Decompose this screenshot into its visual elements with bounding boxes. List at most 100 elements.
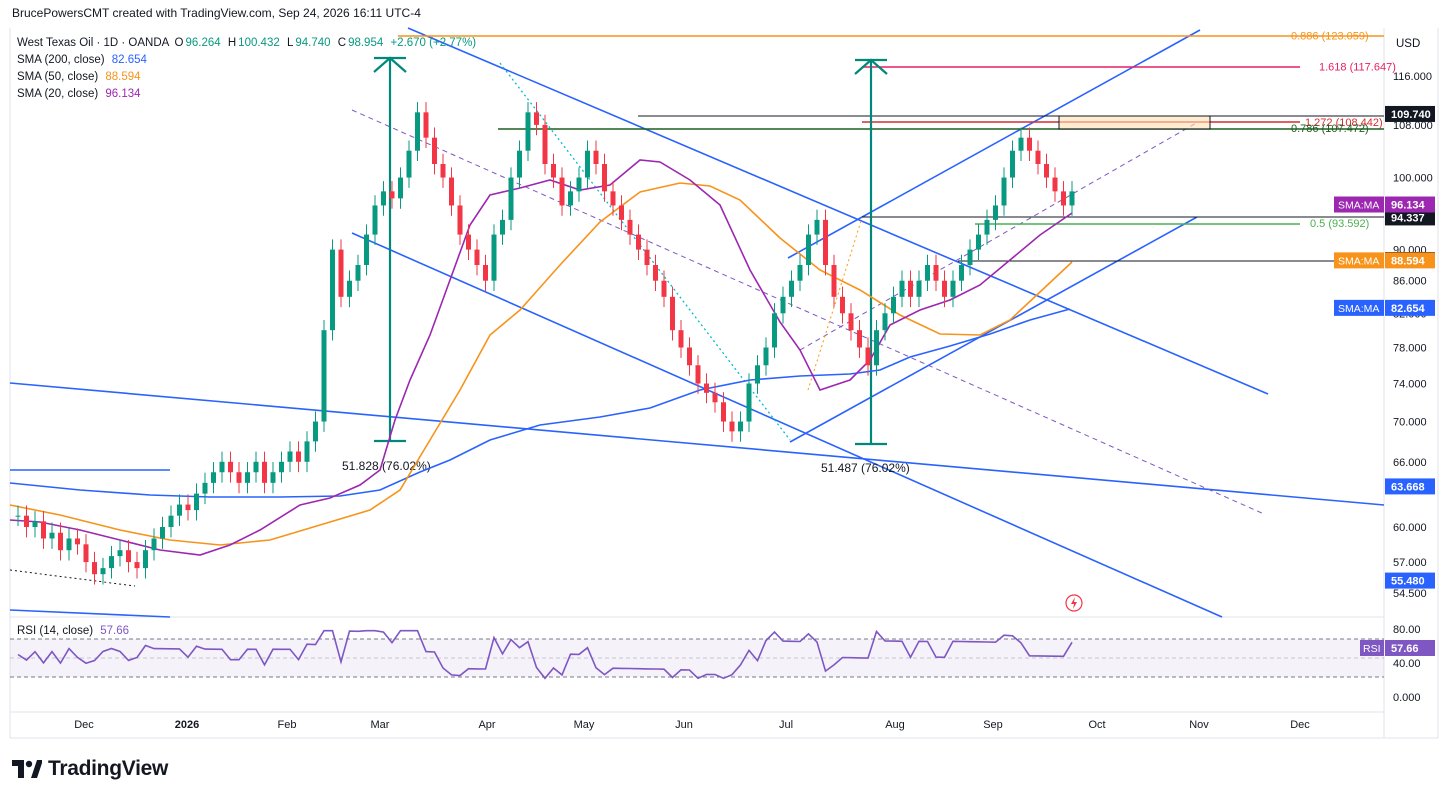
- candle-body: [347, 280, 352, 297]
- price-tag-bg: [1385, 105, 1435, 122]
- change-value: +2.670 (+2.77%): [390, 37, 477, 49]
- candle-body: [24, 515, 29, 527]
- dashed-median-line: [351, 109, 1265, 515]
- candle-body: [925, 264, 930, 281]
- candle-body: [100, 568, 106, 575]
- high-key: H: [227, 37, 237, 49]
- candle-body: [848, 313, 854, 331]
- time-tick-label: Oct: [1088, 719, 1105, 731]
- candle-body: [287, 451, 293, 462]
- ma-value-bg: [1385, 196, 1435, 213]
- candle-body: [661, 280, 667, 297]
- price-tag-bg: [1385, 209, 1435, 226]
- lightning-icon[interactable]: [1065, 594, 1083, 617]
- candle-body: [670, 296, 675, 331]
- candle-body: [755, 365, 760, 384]
- time-tick-label: Apr: [478, 719, 495, 731]
- candle-body: [66, 538, 72, 551]
- candle-body: [857, 330, 862, 348]
- candle-body: [959, 264, 964, 281]
- candle-body: [551, 163, 556, 178]
- time-tick-label: Dec: [74, 719, 94, 731]
- sma20-label: SMA (20, close): [17, 88, 99, 100]
- price-tick-label: 74.000: [1393, 379, 1427, 391]
- long-term-trendline: [9, 382, 1385, 506]
- candle-body: [185, 504, 191, 511]
- fib-level-label: 1.272 (108.442): [1305, 117, 1383, 129]
- fib-level-label: 1.618 (117.647): [1319, 61, 1396, 73]
- high-value: 100.432: [238, 37, 280, 49]
- candle-body: [627, 219, 633, 235]
- descending-channel-upper: [407, 27, 1269, 395]
- candle-body: [483, 264, 488, 281]
- currency-label[interactable]: USD: [1396, 38, 1421, 50]
- ma-tag-label: SMA:MA: [1338, 255, 1379, 267]
- candle-body: [270, 472, 276, 483]
- candle-body: [296, 451, 301, 462]
- candle-body: [381, 191, 386, 206]
- price-tick-label: 54.500: [1393, 588, 1427, 600]
- candle-body: [712, 392, 718, 403]
- sma50-value: 88.594: [105, 71, 141, 83]
- sma50-line: [9, 182, 1073, 546]
- measure-label-right: 51.487 (76.02%): [821, 461, 910, 475]
- candle-body: [432, 137, 437, 164]
- sma20-line: [9, 159, 1073, 556]
- ma-tag-value: 96.134: [1391, 200, 1426, 212]
- sma50-legend[interactable]: SMA (50, close) 88.594: [17, 69, 141, 85]
- candle-body: [1018, 137, 1024, 151]
- candle-body: [143, 550, 148, 569]
- sma200-legend[interactable]: SMA (200, close) 82.654: [17, 52, 147, 68]
- candle-body: [695, 365, 701, 384]
- candle-body: [415, 112, 420, 151]
- ascending-channel-upper: [787, 29, 1201, 259]
- candle-body: [423, 112, 429, 138]
- candle-body: [449, 177, 454, 206]
- candle-body: [75, 538, 80, 545]
- close-value: 98.954: [348, 37, 384, 49]
- symbol-legend[interactable]: West Texas Oil · 1D · OANDA O 96.264 H 100…: [17, 35, 480, 51]
- candle-body: [491, 234, 497, 281]
- candle-body: [568, 191, 573, 206]
- price-tick-label: 57.000: [1393, 557, 1427, 569]
- candle-body: [746, 383, 752, 422]
- candle-body: [823, 219, 828, 265]
- candle-body: [440, 163, 446, 178]
- candle-body: [653, 264, 658, 281]
- sma200-line: [9, 308, 1071, 498]
- price-tick-label: 70.000: [1393, 417, 1427, 429]
- time-tick-label: 2026: [175, 719, 199, 731]
- ma-tag-bg: [1334, 196, 1384, 213]
- candle-body: [619, 205, 624, 220]
- candle-body: [814, 219, 820, 235]
- candle-body: [398, 177, 403, 199]
- candle-body: [644, 249, 650, 265]
- price-tick-label: 90.000: [1393, 245, 1427, 257]
- candle-body: [729, 421, 735, 432]
- sma20-legend[interactable]: SMA (20, close) 96.134: [17, 86, 141, 102]
- candle-body: [245, 472, 250, 483]
- candle-body: [355, 264, 361, 281]
- descending-channel-lower: [351, 232, 1223, 618]
- author-line: BrucePowersCMT created with TradingView.…: [12, 6, 421, 20]
- candle-body: [372, 205, 378, 235]
- ascending-channel-lower: [789, 216, 1198, 443]
- candle-body: [508, 177, 514, 220]
- ma-tag-value: 82.654: [1391, 303, 1426, 315]
- rsi-legend[interactable]: RSI (14, close) 57.66: [17, 625, 129, 637]
- tradingview-logo[interactable]: TradingView: [12, 757, 168, 781]
- candle-body: [49, 532, 55, 539]
- brand-name: TradingView: [48, 757, 169, 780]
- time-tick-label: Sep: [983, 719, 1003, 731]
- candle-body: [806, 234, 811, 265]
- candle-body: [763, 347, 769, 366]
- time-tick-label: Jul: [779, 719, 793, 731]
- candle-body: [772, 313, 777, 348]
- candle-body: [874, 330, 879, 366]
- ma-tag-value: 88.594: [1391, 255, 1426, 267]
- candle-body: [967, 249, 973, 265]
- rsi-tag-label-bg: [1360, 639, 1384, 656]
- candle-body: [891, 296, 896, 314]
- ma-tag-label: SMA:MA: [1338, 200, 1379, 212]
